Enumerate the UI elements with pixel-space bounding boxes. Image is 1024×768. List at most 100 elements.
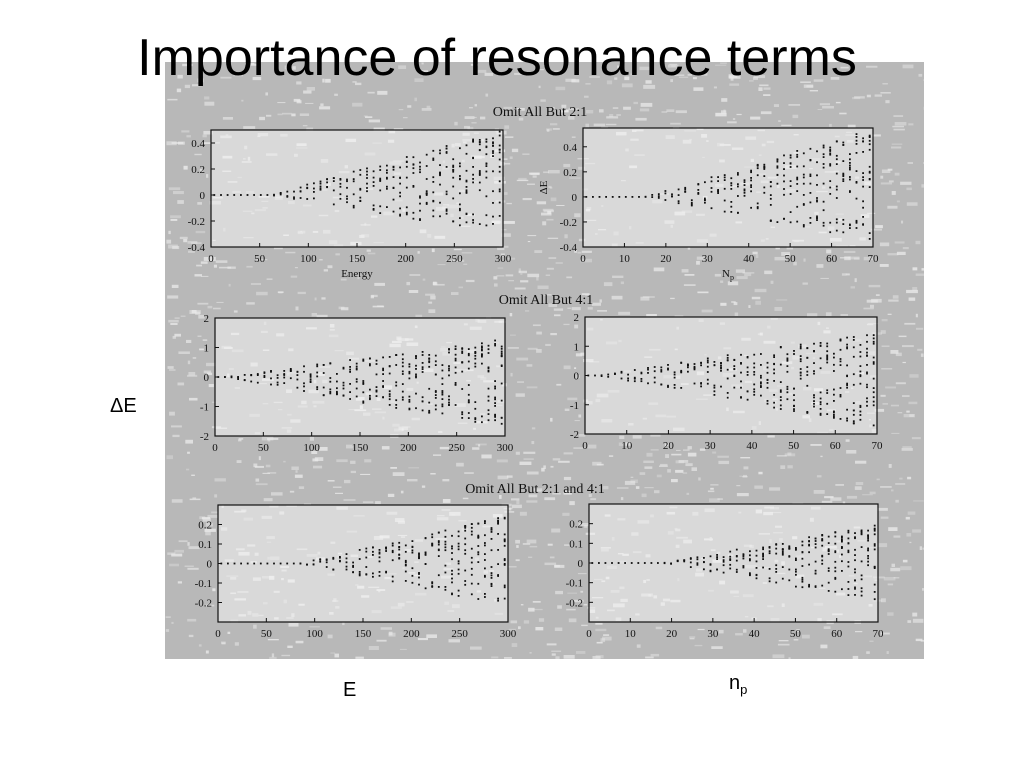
data-point [319, 560, 322, 563]
speckle-mark [600, 638, 606, 643]
data-point [766, 402, 769, 405]
speckle-mark [292, 66, 296, 70]
speckle-mark [840, 314, 848, 316]
speckle-mark [800, 81, 811, 83]
data-point [355, 367, 358, 370]
data-point [873, 533, 876, 536]
data-point [448, 374, 450, 377]
data-point [783, 154, 785, 157]
data-point [329, 362, 332, 365]
speckle-mark [497, 247, 505, 251]
speckle-mark [549, 556, 555, 559]
data-point [306, 186, 309, 189]
data-point [835, 154, 838, 157]
data-point [667, 368, 669, 371]
speckle-mark [520, 273, 523, 275]
data-point [312, 559, 315, 562]
data-point [316, 388, 319, 391]
speckle-mark [866, 65, 878, 68]
data-point [821, 539, 824, 542]
data-point [454, 357, 457, 360]
speckle-mark [177, 581, 182, 584]
data-point [833, 370, 835, 372]
data-point [312, 563, 315, 566]
speckle-mark [842, 501, 846, 505]
data-point [723, 176, 726, 179]
data-point [405, 165, 408, 168]
data-point [753, 383, 756, 386]
data-point [478, 141, 481, 143]
speckle-mark [796, 629, 800, 632]
speckle-mark [733, 302, 738, 306]
data-point [813, 362, 815, 364]
speckle-mark [577, 573, 587, 575]
data-point [788, 547, 791, 550]
data-point [345, 557, 348, 560]
data-point [773, 394, 775, 396]
data-point [611, 562, 613, 564]
y-tick-label: 1 [574, 341, 580, 353]
speckle-mark [736, 113, 742, 116]
speckle-mark [421, 485, 426, 488]
speckle-mark [236, 460, 242, 463]
data-point [849, 168, 851, 171]
speckle-mark [603, 282, 613, 287]
speckle-mark [845, 273, 850, 276]
speckle-mark [526, 500, 538, 503]
data-point [492, 145, 494, 147]
data-point [388, 404, 391, 406]
data-point [854, 532, 856, 534]
speckle-mark [467, 126, 474, 130]
data-point [723, 174, 726, 176]
speckle-mark [551, 650, 562, 652]
data-point [452, 176, 455, 179]
data-point [419, 171, 421, 174]
data-point [472, 213, 474, 216]
speckle-mark [784, 453, 796, 457]
data-point [720, 385, 722, 388]
data-point [485, 153, 488, 156]
data-point [829, 150, 832, 152]
data-point [846, 347, 848, 350]
data-point [467, 352, 470, 355]
data-point [461, 370, 464, 373]
speckle-mark [166, 141, 177, 146]
data-point [740, 353, 742, 356]
speckle-mark [568, 618, 577, 623]
data-point [273, 194, 275, 197]
data-point [391, 549, 394, 552]
data-point [842, 180, 845, 182]
data-point [332, 189, 335, 192]
speckle-mark [518, 117, 524, 121]
speckle-mark [319, 259, 323, 261]
data-point [720, 369, 722, 372]
data-point [633, 376, 636, 379]
speckle-mark [919, 546, 922, 550]
data-point [647, 382, 649, 385]
speckle-mark [367, 91, 375, 94]
data-point [467, 412, 470, 414]
speckle-mark [189, 498, 201, 501]
data-point [434, 364, 437, 366]
data-point [329, 391, 332, 393]
speckle-mark [471, 122, 477, 124]
data-point [415, 392, 417, 395]
x-tick-label: 250 [448, 442, 465, 454]
speckle-mark [227, 266, 236, 269]
data-point [339, 556, 341, 559]
data-point [472, 166, 474, 168]
data-point [796, 183, 799, 185]
speckle-mark [283, 460, 286, 463]
data-point [793, 387, 795, 390]
data-point [336, 380, 338, 383]
speckle-mark [912, 612, 918, 617]
data-point [773, 368, 775, 371]
data-point [847, 565, 850, 568]
speckle-mark [187, 618, 197, 622]
data-point [388, 393, 391, 395]
data-point [822, 146, 825, 149]
speckle-mark [171, 499, 183, 503]
speckle-mark [869, 491, 876, 495]
data-point [386, 169, 388, 172]
data-point [667, 367, 669, 370]
